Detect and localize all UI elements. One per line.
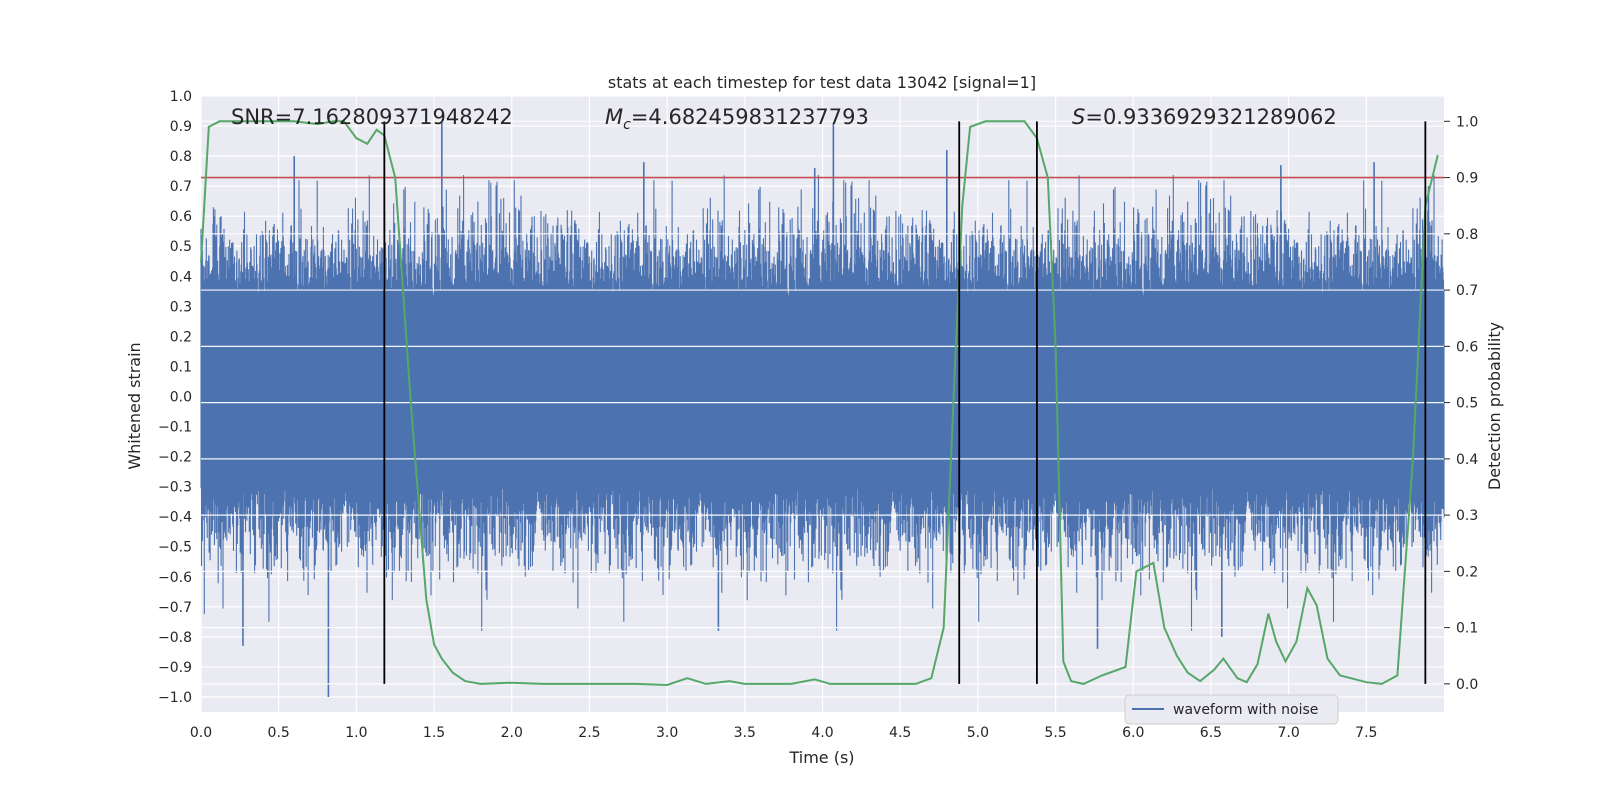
y-right-tick-label: 0.3 [1456, 508, 1478, 524]
x-tick-label: 1.0 [345, 725, 367, 741]
snr-annotation: SNR=7.162809371948242 [231, 105, 513, 129]
y-tick-label: 0.9 [170, 119, 192, 135]
y-tick-label: −0.9 [158, 660, 192, 676]
s-symbol: S [1072, 105, 1085, 129]
waveform-series [200, 123, 1445, 697]
x-tick-label: 6.0 [1122, 725, 1144, 741]
legend-box [1124, 694, 1339, 725]
y-right-tick-label: 0.1 [1456, 621, 1478, 637]
x-tick-label: 3.5 [734, 725, 756, 741]
y-tick-label: −1.0 [158, 690, 192, 706]
y-tick-label: 0.1 [170, 359, 192, 375]
mc-subscript: c [623, 117, 631, 133]
y-tick-label: 0.2 [170, 329, 192, 345]
x-tick-label: 7.5 [1355, 725, 1377, 741]
s-value: =0.9336929321289062 [1085, 105, 1336, 129]
x-tick-label: 0.5 [268, 725, 290, 741]
y-right-tick-label: 0.8 [1456, 227, 1478, 243]
x-tick-label: 2.5 [578, 725, 600, 741]
x-tick-label: 4.5 [889, 725, 911, 741]
y-tick-label: −0.3 [158, 480, 192, 496]
y-tick-label: 1.0 [170, 89, 192, 105]
x-tick-label: 6.5 [1200, 725, 1222, 741]
y-right-tick-label: 0.7 [1456, 283, 1478, 299]
y-right-tick-label: 0.5 [1456, 396, 1478, 412]
y-tick-label: 0.7 [170, 179, 192, 195]
y-tick-label: −0.4 [158, 510, 192, 526]
x-axis-label: Time (s) [788, 748, 854, 767]
y-tick-label: −0.5 [158, 540, 192, 556]
y-right-tick-label: 0.4 [1456, 452, 1478, 468]
y-tick-label: −0.6 [158, 570, 192, 586]
mc-value: =4.682459831237793 [631, 105, 869, 129]
y-tick-label: 0.6 [170, 209, 192, 225]
y-axis-label: Whitened strain [125, 342, 144, 469]
mc-symbol: M [605, 105, 623, 129]
x-tick-label: 5.5 [1044, 725, 1066, 741]
y-tick-label: −0.7 [158, 600, 192, 616]
s-annotation: S=0.9336929321289062 [1072, 105, 1337, 129]
y-tick-label: −0.8 [158, 630, 192, 646]
chart-title: stats at each timestep for test data 130… [608, 73, 1036, 92]
ticks: 0.0 0.5 1.0 1.5 2.0 2.5 3.0 3.5 4.0 4.5 5.0 5.5 6.0 6… [158, 89, 1478, 741]
y-right-tick-label: 0.6 [1456, 339, 1478, 355]
y-tick-label: 0.3 [170, 299, 192, 315]
legend-label: waveform with noise [1173, 702, 1318, 718]
y-tick-label: 0.5 [170, 239, 192, 255]
y-right-tick-label: 1.0 [1456, 114, 1478, 130]
y-right-tick-label: 0.0 [1456, 677, 1478, 693]
x-tick-label: 3.0 [656, 725, 678, 741]
y-tick-label: −0.2 [158, 450, 192, 466]
y-right-axis-label: Detection probability [1485, 322, 1504, 490]
mc-annotation: Mc=4.682459831237793 [605, 105, 869, 133]
x-tick-label: 4.0 [811, 725, 833, 741]
waveform-line [200, 175, 1445, 631]
overlays [200, 120, 1444, 687]
legend: waveform with noise [1124, 694, 1339, 725]
x-tick-label: 2.0 [501, 725, 523, 741]
y-tick-label: −0.1 [158, 420, 192, 436]
y-tick-label: 0.4 [170, 269, 192, 285]
y-right-tick-label: 0.2 [1456, 564, 1478, 580]
x-tick-label: 0.0 [190, 725, 212, 741]
y-tick-label: 0.8 [170, 149, 192, 165]
x-tick-label: 1.5 [423, 725, 445, 741]
y-tick-label: 0.0 [170, 389, 192, 405]
x-tick-label: 7.0 [1277, 725, 1299, 741]
x-tick-label: 5.0 [967, 725, 989, 741]
y-right-tick-label: 0.9 [1456, 171, 1478, 187]
